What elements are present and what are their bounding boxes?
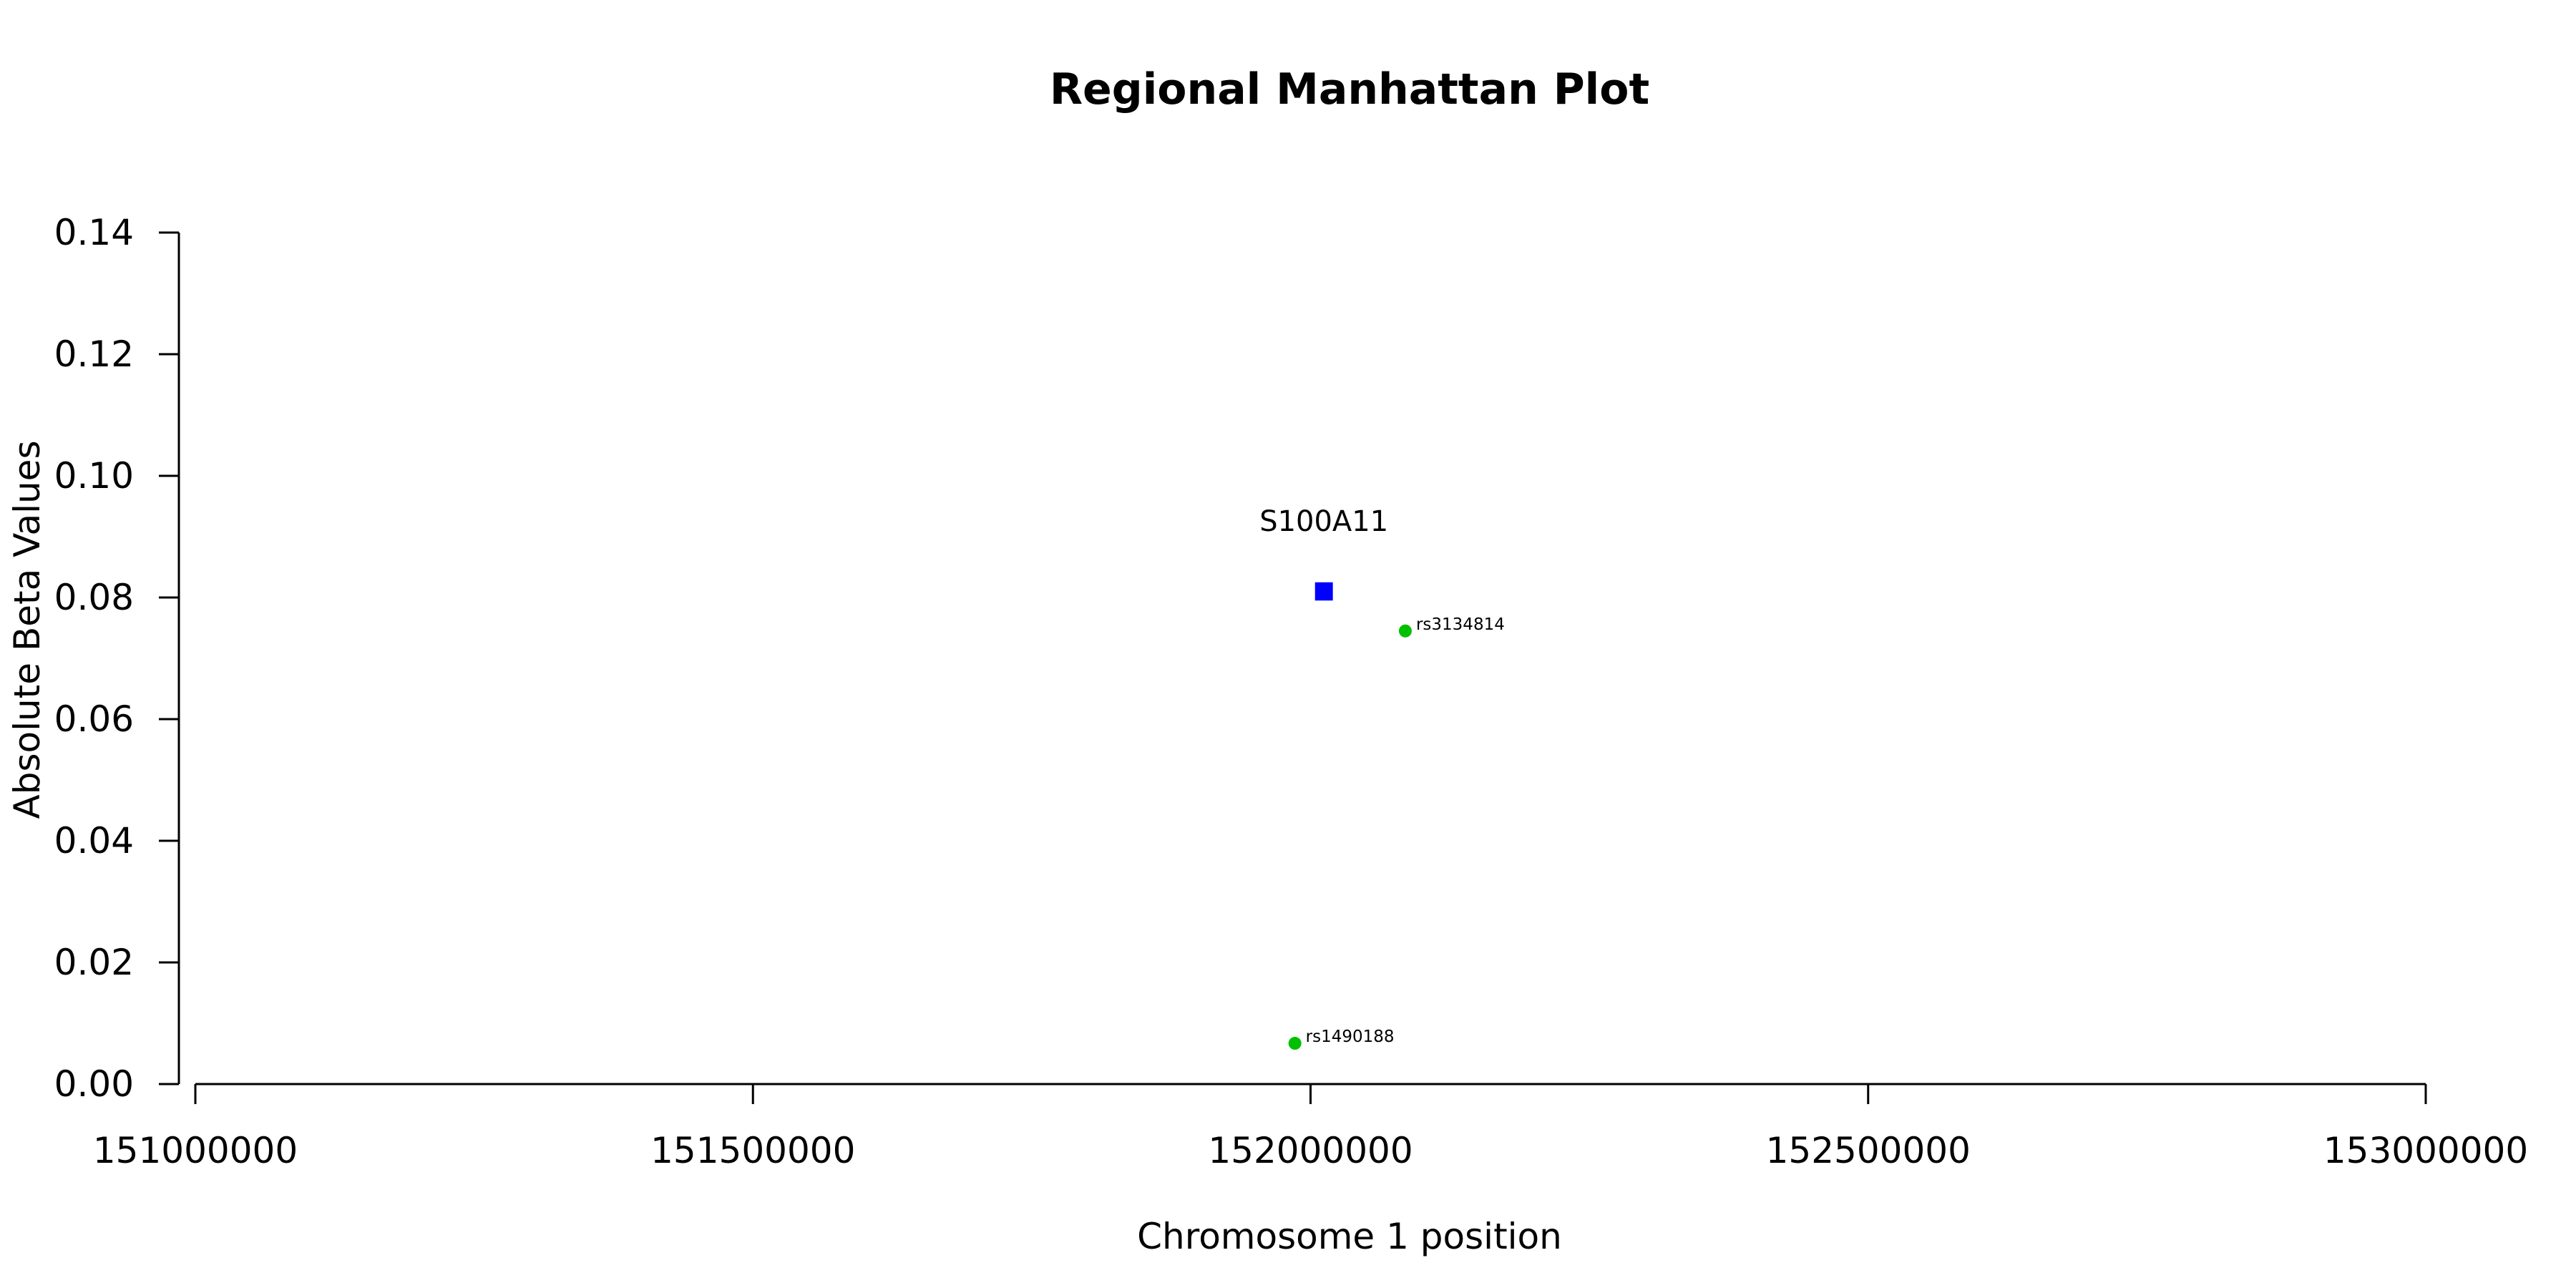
snp-point bbox=[1398, 624, 1412, 638]
snp-label: rs1490188 bbox=[1306, 1028, 1395, 1046]
y-tick-label: 0.14 bbox=[54, 212, 134, 253]
gene-label: S100A11 bbox=[1259, 505, 1388, 538]
y-tick-label: 0.00 bbox=[54, 1063, 134, 1105]
x-axis-ticks: 151000000 151500000 152000000 152500000 1530… bbox=[93, 1084, 2528, 1171]
x-tick-label: 152500000 bbox=[1766, 1130, 1971, 1171]
y-axis-label: Absolute Beta Values bbox=[6, 441, 48, 819]
x-tick-label: 151500000 bbox=[650, 1130, 855, 1171]
y-tick-label: 0.06 bbox=[54, 698, 134, 740]
snp-label: rs3134814 bbox=[1416, 615, 1505, 634]
plot-area: 0.00 0.02 0.04 0.06 0.08 0.10 0.12 0.14 1510000… bbox=[54, 212, 2528, 1171]
y-tick-label: 0.12 bbox=[54, 333, 134, 375]
y-tick-label: 0.10 bbox=[54, 455, 134, 497]
y-tick-label: 0.08 bbox=[54, 577, 134, 618]
x-tick-label: 152000000 bbox=[1208, 1130, 1413, 1171]
y-axis-ticks: 0.00 0.02 0.04 0.06 0.08 0.10 0.12 0.14 bbox=[54, 212, 179, 1105]
chart-title: Regional Manhattan Plot bbox=[1050, 64, 1649, 114]
y-tick-label: 0.04 bbox=[54, 820, 134, 862]
x-axis-label: Chromosome 1 position bbox=[1137, 1216, 1562, 1257]
gene-marker-s100a11 bbox=[1314, 582, 1333, 601]
snp-point bbox=[1288, 1037, 1302, 1050]
y-tick-label: 0.02 bbox=[54, 942, 134, 983]
data-marks: S100A11 rs3134814 rs1490188 bbox=[1259, 505, 1505, 1050]
x-tick-label: 151000000 bbox=[93, 1130, 298, 1171]
x-tick-label: 153000000 bbox=[2323, 1130, 2528, 1171]
